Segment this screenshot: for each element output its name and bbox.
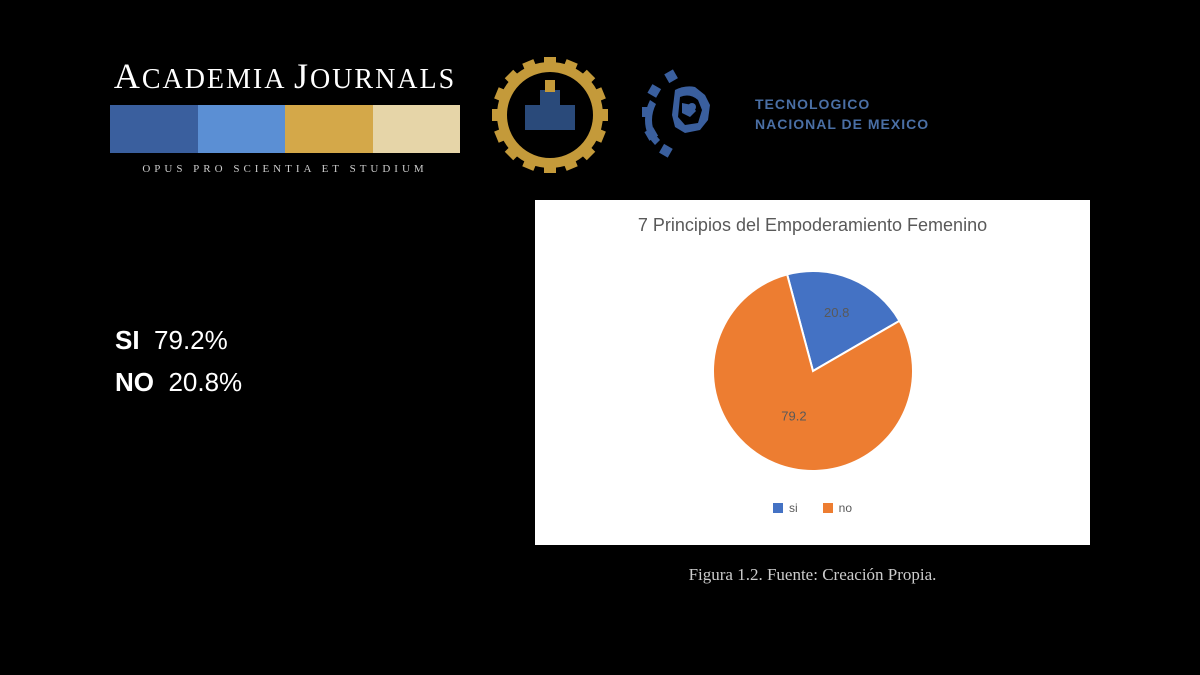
academia-motto: OPUS PRO SCIENTIA ET STUDIUM (142, 163, 427, 175)
tnm-text: TECNOLOGICO NACIONAL DE MEXICO (755, 95, 929, 134)
laguna-gear-logo (490, 55, 610, 175)
tnm-logo-section: TECNOLOGICO NACIONAL DE MEXICO (640, 65, 929, 165)
figure-caption: Figura 1.2. Fuente: Creación Propia. (535, 565, 1090, 585)
pie-label-no: 79.2 (781, 409, 806, 424)
chart-legend: si no (555, 501, 1070, 515)
academia-title: ACADEMIA JOURNALS (114, 55, 456, 97)
bar-segment-1 (110, 105, 198, 153)
stat-no: NO 20.8% (115, 362, 242, 404)
tnm-gear-icon (640, 65, 740, 165)
pie-label-si: 20.8 (824, 305, 849, 320)
stat-si: SI 79.2% (115, 320, 242, 362)
chart-title: 7 Principios del Empoderamiento Femenino (555, 215, 1070, 236)
legend-item-si: si (773, 501, 798, 515)
tnm-line1: TECNOLOGICO (755, 95, 929, 115)
pie-chart-container: 20.8 79.2 (555, 246, 1070, 496)
bar-segment-4 (373, 105, 461, 153)
stats-summary: SI 79.2% NO 20.8% (115, 320, 242, 403)
legend-swatch-si (773, 503, 783, 513)
legend-label-si: si (789, 501, 798, 515)
bar-segment-3 (285, 105, 373, 153)
pie-chart: 20.8 79.2 (708, 266, 918, 476)
legend-swatch-no (823, 503, 833, 513)
legend-label-no: no (839, 501, 852, 515)
header: ACADEMIA JOURNALS OPUS PRO SCIENTIA ET S… (110, 45, 1100, 185)
academia-color-bar (110, 105, 460, 153)
legend-item-no: no (823, 501, 852, 515)
academia-journals-logo: ACADEMIA JOURNALS OPUS PRO SCIENTIA ET S… (110, 55, 460, 175)
pie-chart-panel: 7 Principios del Empoderamiento Femenino… (535, 200, 1090, 545)
tnm-line2: NACIONAL DE MEXICO (755, 115, 929, 135)
bar-segment-2 (198, 105, 286, 153)
